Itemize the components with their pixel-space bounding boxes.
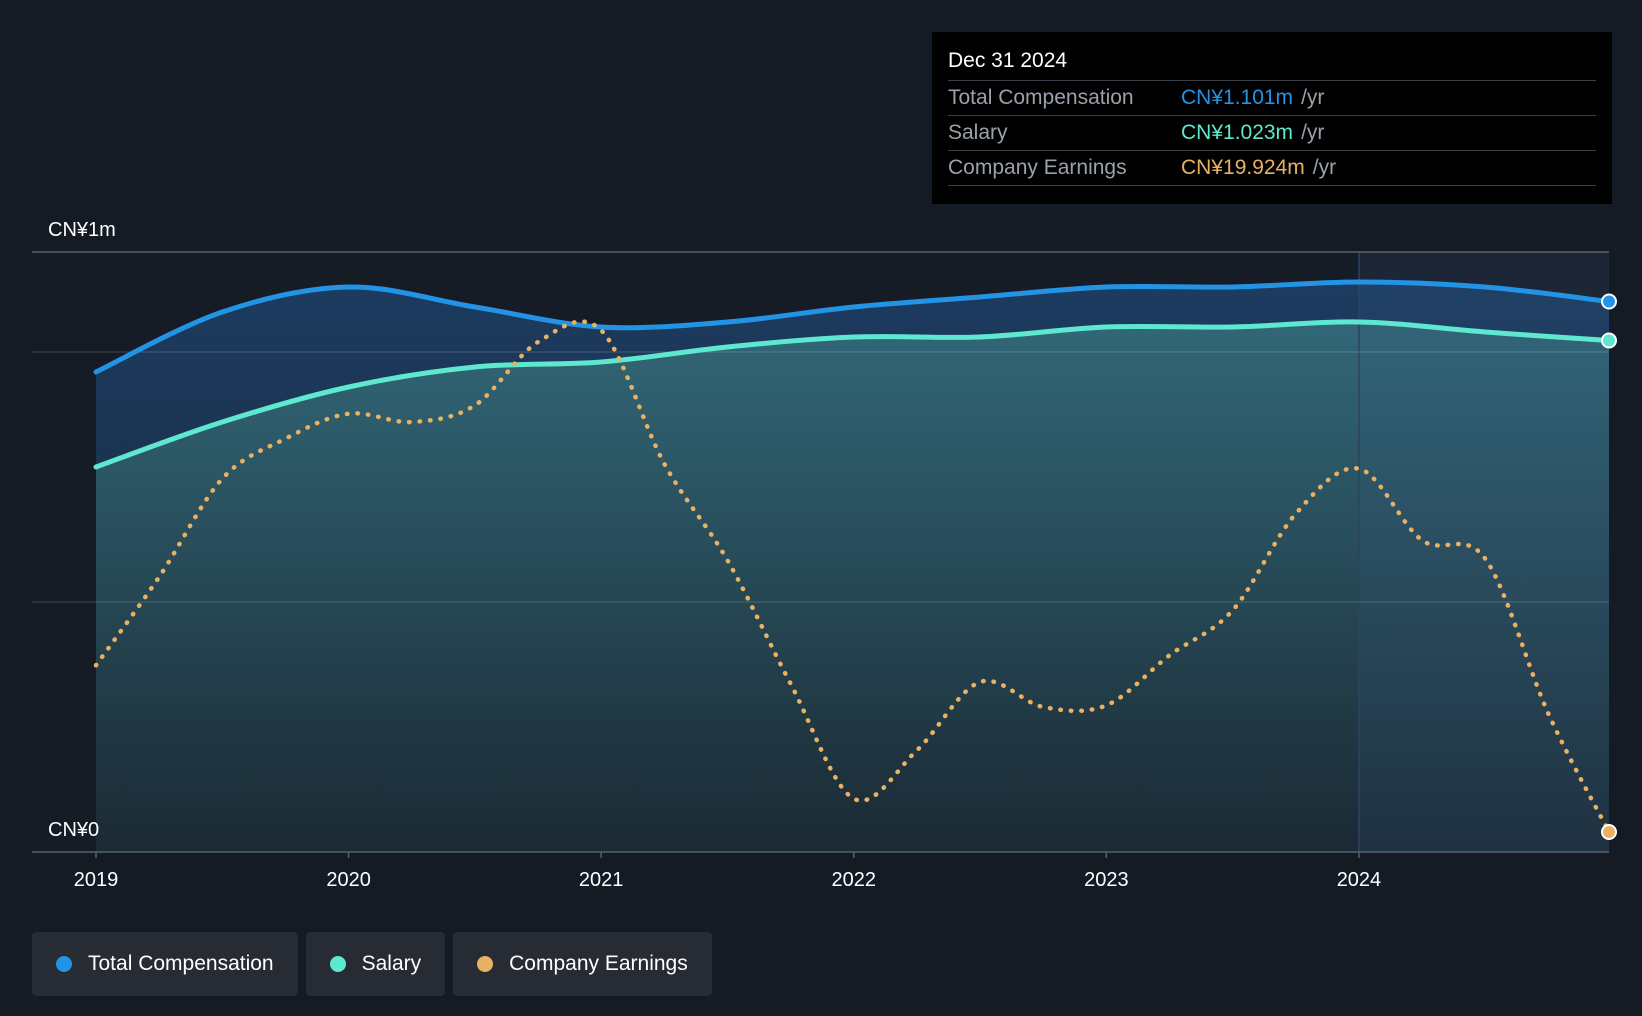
tooltip-label: Total Compensation [948,86,1134,109]
tooltip-row-total-compensation: Total Compensation CN¥1.101m /yr [948,81,1596,116]
chart-legend: Total Compensation Salary Company Earnin… [32,932,720,996]
grid-lines [32,251,1609,603]
tooltip-unit: /yr [1301,121,1325,144]
x-tick-label: 2020 [326,869,371,891]
tooltip-row-company-earnings: Company Earnings CN¥19.924m /yr [948,151,1596,186]
tooltip-unit: /yr [1312,156,1337,179]
x-tick-label: 2024 [1337,869,1382,891]
total-compensation-line [93,279,1612,375]
tooltip-value: CN¥1.023m [1181,121,1294,144]
x-axis: 2019 2020 2021 2022 2023 2024 [32,851,1609,891]
series-areas [96,282,1609,852]
total-compensation-end-marker[interactable] [1601,293,1617,310]
tooltip-value: CN¥19.924m [1181,156,1305,179]
salary-end-marker[interactable] [1601,332,1617,349]
legend-label: Total Compensation [88,952,274,975]
legend-item-company-earnings[interactable]: Company Earnings [453,932,712,996]
y-axis: CN¥1m CN¥0 [48,219,116,841]
y-axis-min-label: CN¥0 [48,819,99,841]
tooltip-label: Company Earnings [948,156,1127,179]
legend-item-salary[interactable]: Salary [305,932,446,996]
salary-area [96,321,1609,852]
x-tick-label: 2022 [832,869,877,891]
legend-dot-icon [329,956,346,972]
series-lines [93,279,1612,835]
hover-tooltip: Dec 31 2024 Total Compensation CN¥1.101m… [932,32,1612,204]
legend-dot-icon [56,956,72,972]
legend-dot-icon [477,956,494,972]
x-tick-label: 2021 [579,869,624,891]
y-axis-max-label: CN¥1m [48,219,116,241]
tooltip-value: CN¥1.101m [1181,86,1294,109]
legend-item-total-compensation[interactable]: Total Compensation [32,932,298,996]
series-end-markers [1601,293,1617,840]
company-earnings-end-marker[interactable] [1601,824,1617,840]
tooltip-label: Salary [948,121,1008,144]
salary-line [93,319,1612,470]
x-tick-label: 2019 [74,869,119,891]
legend-label: Company Earnings [509,952,688,975]
legend-label: Salary [361,952,422,975]
x-tick-label: 2023 [1084,869,1129,891]
tooltip-row-salary: Salary CN¥1.023m /yr [948,116,1596,151]
tooltip-date: Dec 31 2024 [948,46,1596,81]
tooltip-unit: /yr [1301,86,1325,109]
